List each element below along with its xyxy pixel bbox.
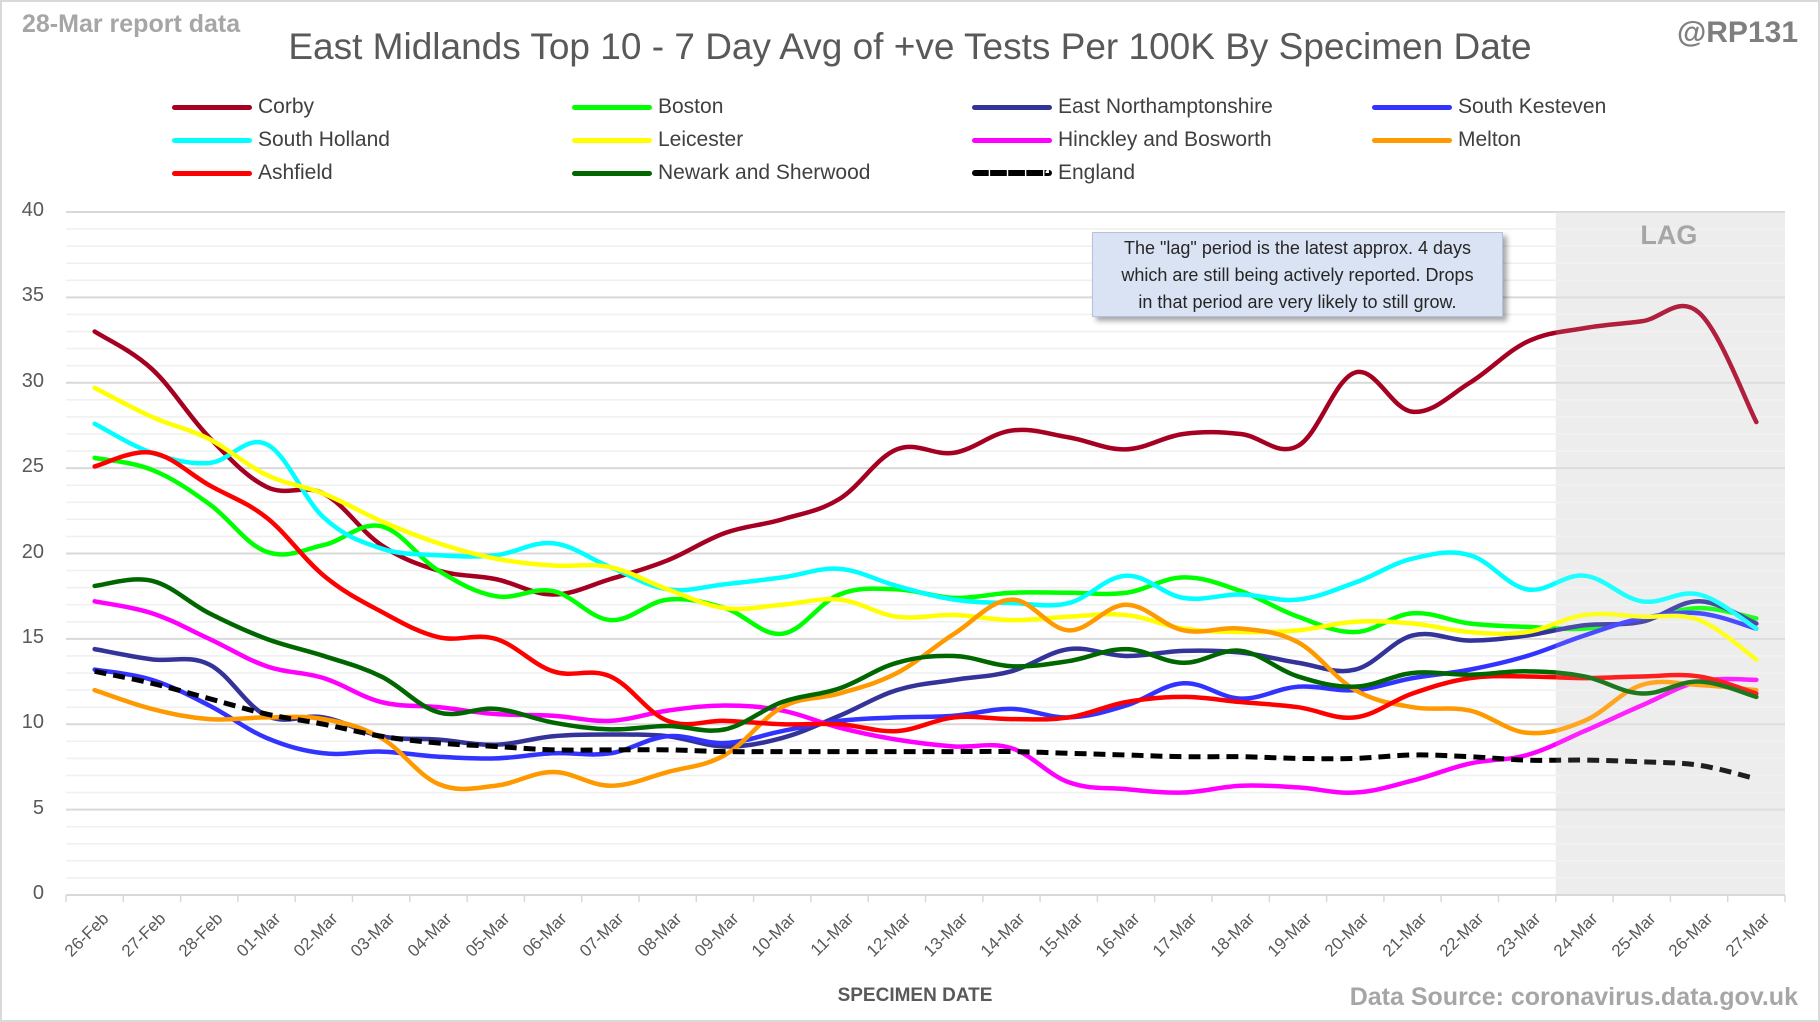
legend-label: South Kesteven (1458, 95, 1607, 118)
legend-label: Corby (258, 95, 315, 118)
legend-label: Newark and Sherwood (658, 161, 871, 184)
legend-item: Ashfield (172, 158, 333, 188)
series-line (92, 455, 1759, 637)
legend-item: South Holland (172, 125, 390, 155)
series-england (94, 668, 1757, 782)
legend-swatch (572, 170, 652, 176)
series-line (92, 599, 1759, 795)
y-tick-label: 25 (21, 455, 44, 478)
legend: Corby Boston East Northamptonshire South Ke… (0, 92, 1820, 202)
lag-overlay (1555, 212, 1785, 895)
legend-item: Corby (172, 92, 314, 122)
legend-label: East Northamptonshire (1058, 95, 1273, 118)
legend-label: Leicester (658, 128, 744, 151)
y-tick-label: 40 (21, 199, 44, 221)
y-tick-label: 15 (21, 625, 44, 648)
lag-callout: The "lag" period is the latest approx. 4… (1092, 232, 1503, 317)
y-tick-label: 20 (21, 540, 44, 563)
series-line (92, 577, 1759, 733)
legend-swatch (1372, 137, 1452, 143)
legend-item: Hinckley and Bosworth (972, 125, 1272, 155)
series-leicester (92, 385, 1759, 662)
y-tick-label: 10 (21, 711, 44, 734)
legend-swatch (1372, 104, 1452, 110)
y-tick-label: 5 (32, 796, 44, 819)
legend-swatch (172, 170, 252, 176)
legend-item: Leicester (572, 125, 743, 155)
y-tick-label: 0 (32, 882, 44, 904)
y-tick-label: 30 (21, 369, 44, 392)
callout-line-3: in that period are very likely to still … (1138, 292, 1457, 312)
legend-label: Ashfield (258, 161, 333, 184)
legend-label: England (1058, 161, 1136, 184)
series-line (92, 385, 1759, 662)
legend-item: South Kesteven (1372, 92, 1606, 122)
callout-line-1: The "lag" period is the latest approx. 4… (1124, 238, 1471, 258)
author-handle: @RP131 (1677, 16, 1798, 49)
legend-label: Melton (1458, 128, 1522, 151)
legend-item: Melton (1372, 125, 1521, 155)
lag-label: LAG (1640, 220, 1698, 250)
legend-swatch (972, 137, 1052, 143)
legend-swatch (172, 104, 252, 110)
series-hinckley-and-bosworth (92, 599, 1759, 795)
x-axis-title: SPECIMEN DATE (837, 985, 993, 1006)
series-line (92, 421, 1759, 631)
series-line (92, 610, 1759, 761)
legend-swatch (972, 104, 1052, 110)
report-date-label: 28-Mar report data (22, 10, 241, 38)
chart-title: East Midlands Top 10 - 7 Day Avg of +ve … (288, 26, 1532, 67)
series-line (94, 668, 1757, 782)
legend-swatch (972, 170, 1052, 176)
legend-item: Newark and Sherwood (572, 158, 870, 188)
legend-item: East Northamptonshire (972, 92, 1273, 122)
data-source: Data Source: coronavirus.data.gov.uk (1349, 983, 1798, 1011)
series-south-kesteven (92, 610, 1759, 761)
legend-label: Boston (658, 95, 724, 118)
legend-swatch (172, 137, 252, 143)
callout-line-2: which are still being actively reported.… (1121, 265, 1474, 285)
series-south-holland (92, 421, 1759, 631)
y-tick-label: 35 (21, 284, 44, 307)
legend-swatch (572, 104, 652, 110)
series-newark-and-sherwood (92, 577, 1759, 733)
legend-item: England (972, 158, 1135, 188)
legend-label: Hinckley and Bosworth (1058, 128, 1272, 151)
legend-item: Boston (572, 92, 723, 122)
legend-label: South Holland (258, 128, 390, 151)
legend-swatch (572, 137, 652, 143)
series-boston (92, 455, 1759, 637)
